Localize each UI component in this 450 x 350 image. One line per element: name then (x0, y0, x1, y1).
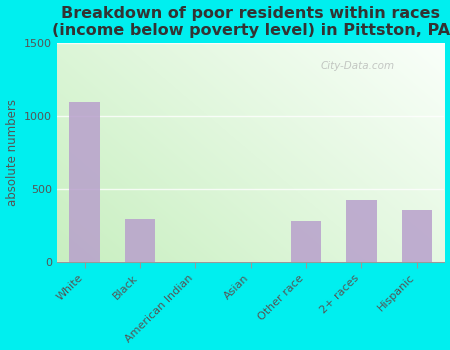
Title: Breakdown of poor residents within races
(income below poverty level) in Pittsto: Breakdown of poor residents within races… (52, 6, 450, 38)
Y-axis label: absolute numbers: absolute numbers (5, 99, 18, 206)
Bar (69, 102, 100, 262)
Bar (125, 218, 155, 262)
Bar (346, 199, 377, 262)
Text: City-Data.com: City-Data.com (320, 61, 395, 71)
Bar (401, 210, 432, 262)
Bar (291, 222, 321, 262)
Bar (235, 261, 266, 262)
